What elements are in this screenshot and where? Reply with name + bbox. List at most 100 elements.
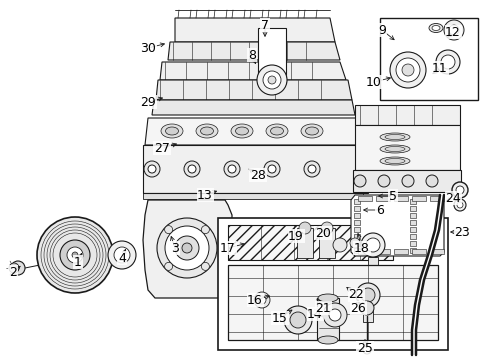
Text: 13: 13 xyxy=(197,189,212,202)
Ellipse shape xyxy=(379,157,409,165)
Ellipse shape xyxy=(200,127,213,135)
Ellipse shape xyxy=(161,124,183,138)
Polygon shape xyxy=(196,18,209,42)
Polygon shape xyxy=(267,18,282,42)
Polygon shape xyxy=(152,100,354,115)
Bar xyxy=(227,225,392,260)
Circle shape xyxy=(455,186,463,194)
Text: 5: 5 xyxy=(388,189,396,202)
Text: 8: 8 xyxy=(247,49,256,62)
Circle shape xyxy=(11,261,25,275)
Polygon shape xyxy=(156,80,351,100)
Bar xyxy=(227,265,437,340)
Ellipse shape xyxy=(9,263,19,273)
Bar xyxy=(357,249,371,254)
Circle shape xyxy=(353,175,365,187)
Bar xyxy=(353,199,359,204)
Text: 16: 16 xyxy=(246,293,263,306)
Bar xyxy=(411,196,425,201)
Circle shape xyxy=(451,182,467,198)
Circle shape xyxy=(157,218,217,278)
Circle shape xyxy=(224,161,240,177)
Circle shape xyxy=(164,226,208,270)
Text: 24: 24 xyxy=(444,192,460,204)
Circle shape xyxy=(453,199,465,211)
Text: 26: 26 xyxy=(349,302,365,315)
Circle shape xyxy=(360,233,384,257)
Ellipse shape xyxy=(317,294,337,302)
Polygon shape xyxy=(249,18,264,42)
Text: 1: 1 xyxy=(74,256,82,269)
Circle shape xyxy=(182,243,192,253)
Bar xyxy=(375,196,389,201)
Text: 15: 15 xyxy=(271,311,287,324)
Bar xyxy=(316,298,338,340)
Circle shape xyxy=(349,238,359,248)
Circle shape xyxy=(440,55,454,69)
Circle shape xyxy=(267,165,275,173)
Circle shape xyxy=(72,252,78,258)
Circle shape xyxy=(389,52,425,88)
Ellipse shape xyxy=(379,133,409,141)
Ellipse shape xyxy=(165,127,178,135)
Circle shape xyxy=(328,309,340,321)
Bar xyxy=(367,257,377,275)
Text: 12: 12 xyxy=(444,26,460,39)
Circle shape xyxy=(201,262,209,270)
Circle shape xyxy=(37,217,113,293)
Circle shape xyxy=(284,306,311,334)
Ellipse shape xyxy=(384,158,404,163)
Circle shape xyxy=(175,236,199,260)
Text: 19: 19 xyxy=(287,230,303,243)
Text: 4: 4 xyxy=(118,252,126,265)
Text: 30: 30 xyxy=(140,41,156,54)
Text: 23: 23 xyxy=(453,225,469,239)
Bar xyxy=(409,220,415,225)
Circle shape xyxy=(456,202,462,208)
Polygon shape xyxy=(350,195,443,256)
Circle shape xyxy=(187,165,196,173)
Polygon shape xyxy=(304,18,317,42)
Bar xyxy=(353,220,359,225)
Text: 20: 20 xyxy=(314,226,330,239)
Bar xyxy=(429,196,443,201)
Text: 2: 2 xyxy=(9,266,17,279)
Circle shape xyxy=(365,238,379,252)
Polygon shape xyxy=(354,105,459,125)
Bar xyxy=(142,193,362,199)
Bar xyxy=(429,249,443,254)
Ellipse shape xyxy=(379,145,409,153)
Circle shape xyxy=(323,303,346,327)
Text: 10: 10 xyxy=(366,76,381,89)
Circle shape xyxy=(395,58,419,82)
Ellipse shape xyxy=(270,127,283,135)
Circle shape xyxy=(143,161,160,177)
Circle shape xyxy=(289,312,305,328)
Polygon shape xyxy=(168,42,339,60)
Circle shape xyxy=(377,175,389,187)
Circle shape xyxy=(359,301,373,315)
Circle shape xyxy=(114,247,130,263)
Polygon shape xyxy=(231,18,245,42)
Bar xyxy=(409,213,415,218)
Ellipse shape xyxy=(428,23,442,32)
Polygon shape xyxy=(285,18,299,42)
Circle shape xyxy=(360,288,374,302)
Bar xyxy=(409,199,415,204)
Polygon shape xyxy=(160,62,346,80)
Text: 6: 6 xyxy=(375,203,383,216)
Bar xyxy=(411,249,425,254)
Text: 3: 3 xyxy=(171,242,179,255)
Ellipse shape xyxy=(230,124,252,138)
Text: 9: 9 xyxy=(377,23,385,36)
Circle shape xyxy=(443,20,463,40)
Bar xyxy=(409,234,415,239)
Text: 22: 22 xyxy=(347,288,363,302)
Polygon shape xyxy=(175,18,334,42)
Circle shape xyxy=(307,165,315,173)
Ellipse shape xyxy=(196,124,218,138)
Circle shape xyxy=(332,238,346,252)
Circle shape xyxy=(267,76,275,84)
Bar xyxy=(379,18,477,100)
Circle shape xyxy=(257,65,286,95)
